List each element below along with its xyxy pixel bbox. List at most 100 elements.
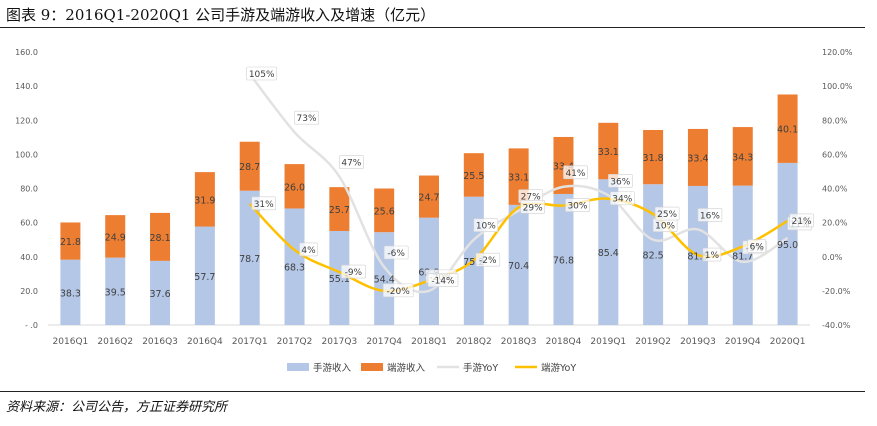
pc-yoy-label-box [702,247,722,262]
mobile-revenue-label: 55.1 [329,274,350,285]
mobile-revenue-label: 39.5 [105,287,126,298]
left-axis-tick-label: 140.0 [15,82,38,91]
pc-yoy-label-box [341,264,366,279]
bar-pc-revenue [239,141,260,191]
mobile-yoy-label-box [294,110,319,125]
pc-revenue-label: 25.6 [374,206,395,217]
pc-yoy-label: 34% [612,195,632,205]
mobile-revenue-label: 78.7 [239,254,260,265]
top-rule [0,27,865,28]
pc-revenue-label: 33.1 [508,173,529,184]
legend-swatch [361,363,383,371]
legend-label: 端游收入 [387,362,426,374]
bar-pc-revenue [284,164,305,209]
pc-yoy-label: -9% [345,268,363,278]
x-axis-tick-label: 2016Q3 [142,337,178,347]
x-axis-tick-label: 2016Q1 [53,337,89,347]
bar-pc-revenue [329,187,350,231]
mobile-yoy-label-box [697,208,723,222]
left-axis-tick-label: 40.0 [20,253,38,262]
left-axis-tick-label: 120.0 [15,116,38,125]
figure-title: 图表 9：2016Q1-2020Q1 公司手游及端游收入及增速（亿元） [6,6,436,24]
x-axis-tick-label: 2016Q4 [187,337,223,347]
pc-revenue-label: 28.7 [239,162,260,173]
pc-yoy-label-box [382,283,414,298]
right-axis-tick-label: 0.0% [822,253,843,262]
left-axis-tick-label: 160.0 [15,48,38,57]
pc-revenue-label: 31.9 [194,195,215,206]
pc-yoy-label: 6% [750,243,765,253]
bar-mobile-revenue [194,226,215,325]
line-pc-yoy [248,197,789,293]
chart: - .0 20.0 40.0 60.0 80.0 100.0 120.0 140.0 160.0… [15,48,853,374]
left-axis-tick-label: 80.0 [20,185,38,194]
pc-yoy-label: -14% [431,277,455,287]
pc-yoy-label-box [609,191,635,206]
x-axis-tick-label: 2017Q1 [232,337,268,347]
mobile-revenue-label: 95.0 [777,240,798,251]
pc-revenue-label: 31.8 [643,153,664,164]
bar-pc-revenue [463,153,484,197]
right-axis-tick-label: 40.0% [822,185,848,194]
pc-yoy-label-box [520,199,545,214]
pc-yoy-label: 21% [792,217,812,227]
x-axis-tick-label: 2019Q4 [725,337,761,347]
bottom-rule [0,391,865,392]
bar-pc-revenue [777,94,798,163]
mobile-yoy-label-box [339,155,364,169]
left-axis-tick-label: 20.0 [20,287,38,296]
pc-revenue-label: 34.3 [732,152,753,163]
bar-pc-revenue [643,129,664,185]
right-axis-tick-label: -40.0% [822,321,851,330]
bar-pc-revenue [553,136,574,194]
pc-yoy-label: -20% [387,287,411,297]
x-axis-tick-label: 2018Q3 [501,337,537,347]
pc-revenue-label: 28.1 [149,233,170,244]
pc-yoy-label-box [654,206,680,221]
mobile-yoy-label-box [246,66,278,81]
mobile-yoy-label-box [383,245,409,260]
x-axis-tick-label: 2018Q2 [456,337,492,347]
pc-yoy-label: 1% [705,251,720,261]
pc-revenue-label: 33.1 [598,147,619,158]
mobile-revenue-label: 37.6 [149,289,170,300]
bar-mobile-revenue [777,162,798,325]
bar-mobile-revenue [239,190,260,325]
pc-revenue-label: 40.1 [777,125,798,136]
pc-yoy-label: 4% [301,246,316,256]
mobile-yoy-label: 36% [610,177,630,187]
bar-mobile-revenue [150,260,171,325]
mobile-revenue-label: 54.4 [374,275,395,286]
bar-pc-revenue [598,122,619,180]
x-axis-tick-label: 2018Q1 [411,337,447,347]
bar-pc-revenue [105,215,126,258]
pc-revenue-label: 24.9 [105,232,126,243]
mobile-yoy-label: 41% [565,169,585,179]
bar-mobile-revenue [598,179,619,325]
x-axis-tick-label: 2017Q4 [366,337,402,347]
bar-mobile-revenue [508,204,529,325]
pc-revenue-label: 24.7 [418,193,439,204]
pc-yoy-label: 29% [523,203,543,213]
right-axis-tick-label: -20.0% [822,287,851,296]
pc-yoy-label-box [747,239,767,253]
mobile-yoy-label: 73% [297,114,317,124]
left-axis-tick-label: 100.0 [15,150,38,159]
pc-yoy-label: -2% [479,256,497,266]
mobile-yoy-label-box [473,218,499,232]
right-axis-tick-label: 80.0% [822,116,848,125]
pc-revenue-label: 25.5 [463,171,484,182]
mobile-yoy-label: -6% [387,249,405,259]
x-axis-tick-label: 2016Q2 [97,337,133,347]
legend-label: 端游YoY [541,362,576,374]
right-axis-tick-label: 20.0% [822,219,848,228]
mobile-revenue-label: 68.3 [284,263,305,274]
right-axis-tick-label: 100.0% [822,82,853,91]
right-axis-tick-label: 60.0% [822,150,848,159]
left-axis-tick-label: - .0 [25,321,38,330]
pc-revenue-label: 26.0 [284,182,305,193]
mobile-revenue-label: 76.8 [553,255,574,266]
left-axis-tick-label: 60.0 [20,219,38,228]
mobile-revenue-label: 70.4 [508,261,529,272]
bar-mobile-revenue [732,185,753,325]
